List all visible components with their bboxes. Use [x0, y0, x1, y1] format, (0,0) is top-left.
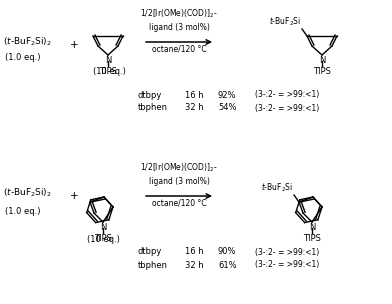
Text: ($t$-BuF$_2$Si)$_2$: ($t$-BuF$_2$Si)$_2$ — [3, 187, 52, 199]
Text: dtbpy: dtbpy — [138, 247, 162, 257]
Text: (3-:2- = >99:<1): (3-:2- = >99:<1) — [255, 103, 319, 112]
Text: 16 h: 16 h — [185, 91, 203, 99]
Text: 54%: 54% — [218, 103, 236, 112]
Text: TIPS: TIPS — [99, 67, 117, 76]
Text: N: N — [319, 56, 325, 65]
Text: +: + — [70, 40, 78, 50]
Text: 90%: 90% — [218, 247, 236, 257]
Text: TIPS: TIPS — [303, 234, 321, 243]
Text: 32 h: 32 h — [185, 261, 203, 270]
Text: (3-:2- = >99:<1): (3-:2- = >99:<1) — [255, 247, 319, 257]
Text: dtbpy: dtbpy — [138, 91, 162, 99]
Text: tbphen: tbphen — [138, 103, 168, 112]
Text: ($t$-BuF$_2$Si)$_2$: ($t$-BuF$_2$Si)$_2$ — [3, 36, 52, 48]
Text: N: N — [100, 223, 106, 232]
Text: $t$-BuF$_2$Si: $t$-BuF$_2$Si — [269, 16, 301, 28]
Text: (3-:2- = >99:<1): (3-:2- = >99:<1) — [255, 91, 319, 99]
Text: $t$-BuF$_2$Si: $t$-BuF$_2$Si — [261, 181, 293, 194]
Text: 1/2[Ir(OMe)(COD)]$_2$-: 1/2[Ir(OMe)(COD)]$_2$- — [140, 161, 218, 174]
Text: TIPS: TIPS — [94, 234, 112, 243]
Text: ligand (3 mol%): ligand (3 mol%) — [149, 177, 209, 186]
Text: 92%: 92% — [218, 91, 236, 99]
Text: (3-:2- = >99:<1): (3-:2- = >99:<1) — [255, 261, 319, 270]
Text: ligand (3 mol%): ligand (3 mol%) — [149, 23, 209, 32]
Text: 61%: 61% — [218, 261, 237, 270]
Text: 32 h: 32 h — [185, 103, 203, 112]
Text: tbphen: tbphen — [138, 261, 168, 270]
Text: N: N — [309, 223, 315, 232]
Text: octane/120 °C: octane/120 °C — [152, 45, 206, 54]
Text: TIPS: TIPS — [313, 67, 331, 76]
Text: (10 eq.): (10 eq.) — [93, 67, 126, 77]
Text: +: + — [70, 191, 78, 201]
Text: N: N — [105, 56, 111, 65]
Text: (1.0 eq.): (1.0 eq.) — [5, 208, 40, 216]
Text: octane/120 °C: octane/120 °C — [152, 199, 206, 208]
Text: 1/2[Ir(OMe)(COD)]$_2$-: 1/2[Ir(OMe)(COD)]$_2$- — [140, 8, 218, 20]
Text: 16 h: 16 h — [185, 247, 203, 257]
Text: (1.0 eq.): (1.0 eq.) — [5, 54, 40, 63]
Text: (10 eq.): (10 eq.) — [87, 236, 120, 244]
